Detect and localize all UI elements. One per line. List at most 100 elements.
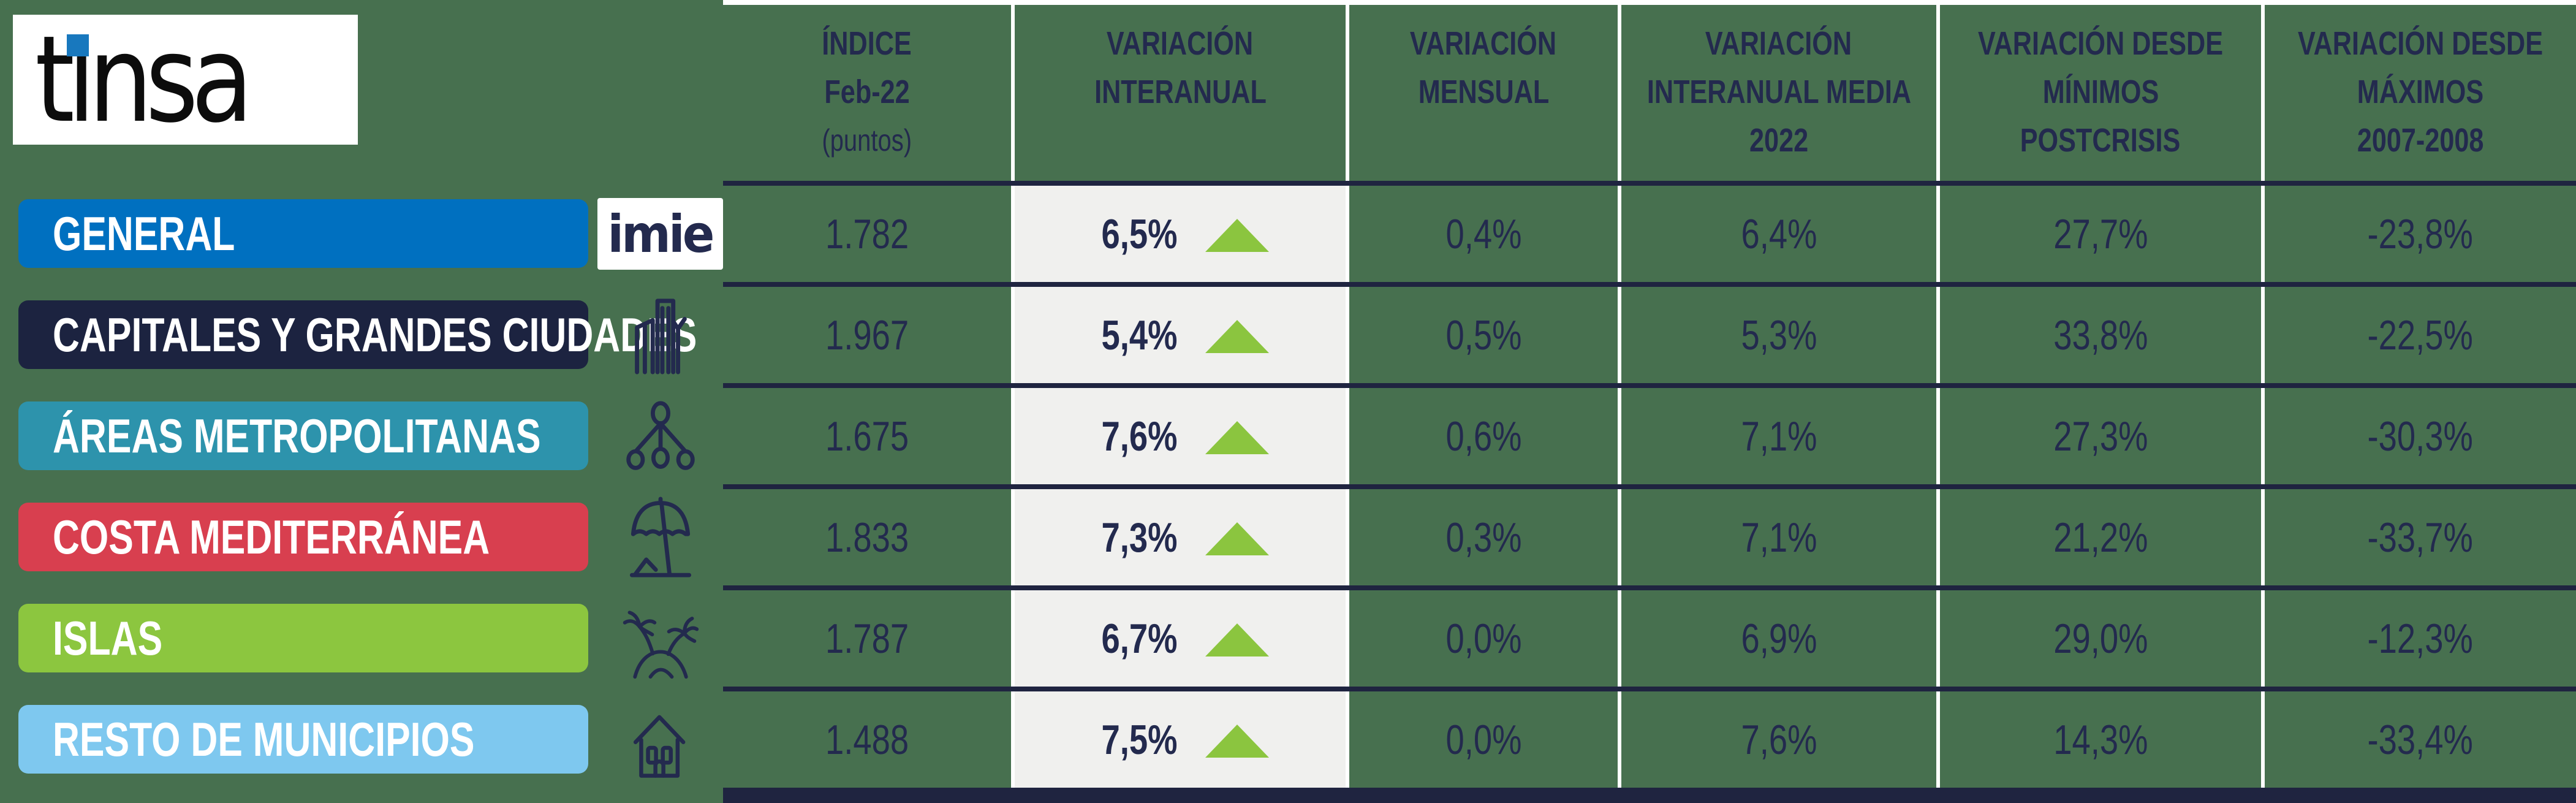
header-line: VARIACIÓN — [1107, 25, 1254, 62]
buildings-icon — [634, 298, 687, 375]
table-top-line — [723, 0, 2576, 5]
row-label-text: ÁREAS METROPOLITANAS — [53, 408, 541, 463]
desde-maximos-value: -22,5% — [2367, 311, 2474, 359]
mensual-value: 0,4% — [1445, 210, 1521, 257]
desde-minimos-value: 27,7% — [2053, 210, 2148, 257]
header-line: Feb-22 — [824, 74, 910, 110]
desde-minimos-value: 27,3% — [2053, 413, 2148, 460]
header-variacion-interanual: VARIACIÓN INTERANUAL — [1015, 5, 1346, 181]
trend-up-icon — [1205, 218, 1269, 252]
interanual-value: 6,5% — [1015, 186, 1346, 282]
header-indice: ÍNDICE Feb-22 (puntos) — [723, 5, 1011, 181]
row-label: RESTO DE MUNICIPIOS — [18, 705, 588, 774]
header-variacion-mensual: VARIACIÓN MENSUAL — [1349, 5, 1618, 181]
mensual-value: 0,6% — [1445, 413, 1521, 460]
header-line: VARIACIÓN — [1705, 25, 1852, 62]
header-variacion-desde-minimos: VARIACIÓN DESDE MÍNIMOS POSTCRISIS — [1940, 5, 2261, 181]
trend-up-icon — [1205, 319, 1269, 353]
desde-maximos-value: -30,3% — [2367, 413, 2474, 460]
indice-value: 1.488 — [825, 716, 909, 763]
table-row-general: GENERAL imie 1.782 6,5% 0,4% 6,4% 27,7% … — [0, 186, 2576, 282]
media-2022-value: 5,3% — [1741, 311, 1817, 359]
header-line: (puntos) — [822, 123, 912, 158]
header-line: VARIACIÓN — [1410, 25, 1557, 62]
header-line: POSTCRISIS — [2020, 122, 2181, 159]
row-label: CAPITALES Y GRANDES CIUDADES — [18, 300, 697, 369]
row-separator — [723, 383, 2576, 388]
media-2022-value: 7,6% — [1741, 716, 1817, 763]
row-label-text: GENERAL — [53, 206, 235, 261]
desde-minimos-value: 14,3% — [2053, 716, 2148, 763]
interanual-value: 6,7% — [1015, 590, 1346, 687]
desde-maximos-value: -33,7% — [2367, 514, 2474, 561]
header-line: MENSUAL — [1418, 74, 1549, 110]
column-separator — [2261, 5, 2265, 788]
indice-value: 1.833 — [825, 514, 909, 561]
table-row-capitales: CAPITALES Y GRANDES CIUDADES 1.967 5,4% … — [0, 287, 2576, 383]
header-underline — [723, 181, 2576, 186]
table-bottom-line — [723, 788, 2576, 803]
network-icon — [626, 400, 695, 470]
media-2022-value: 6,4% — [1741, 210, 1817, 257]
row-icon-zone — [597, 489, 723, 585]
row-label-text: RESTO DE MUNICIPIOS — [53, 712, 475, 766]
row-icon-zone — [597, 691, 723, 788]
column-separator — [1346, 5, 1349, 788]
header-line: VARIACIÓN DESDE — [2297, 25, 2544, 62]
desde-minimos-value: 21,2% — [2053, 514, 2148, 561]
row-label: ISLAS — [18, 604, 588, 672]
interanual-value: 7,5% — [1015, 691, 1346, 788]
row-icon-zone: imie — [597, 186, 723, 282]
trend-up-icon — [1205, 623, 1269, 656]
table-row-costa-mediterranea: COSTA MEDITERRÁNEA 1.833 7,3% 0,3% 7,1% … — [0, 489, 2576, 585]
tinsa-i-dot-icon — [67, 34, 89, 56]
header-line: MÁXIMOS — [2357, 74, 2484, 110]
header-line: VARIACIÓN DESDE — [1977, 25, 2224, 62]
row-label-text: ISLAS — [53, 611, 163, 665]
header-variacion-interanual-media: VARIACIÓN INTERANUAL MEDIA 2022 — [1621, 5, 1936, 181]
desde-maximos-value: -23,8% — [2367, 210, 2474, 257]
mensual-value: 0,5% — [1445, 311, 1521, 359]
row-label-text: CAPITALES Y GRANDES CIUDADES — [53, 307, 697, 362]
table-row-areas-metropolitanas: ÁREAS METROPOLITANAS 1.675 7,6% 0,6% 7,1… — [0, 388, 2576, 484]
column-separator — [1618, 5, 1621, 788]
row-separator — [723, 282, 2576, 287]
media-2022-value: 6,9% — [1741, 615, 1817, 662]
interanual-value: 7,6% — [1015, 388, 1346, 484]
desde-maximos-value: -33,4% — [2367, 716, 2474, 763]
interanual-value: 5,4% — [1015, 287, 1346, 383]
desde-minimos-value: 33,8% — [2053, 311, 2148, 359]
mensual-value: 0,3% — [1445, 514, 1521, 561]
row-separator — [723, 484, 2576, 489]
trend-up-icon — [1205, 522, 1269, 555]
header-line: 2022 — [1749, 122, 1809, 159]
table-row-resto-municipios: RESTO DE MUNICIPIOS 1.488 7,5% 0,0% 7,6%… — [0, 691, 2576, 788]
imie-logo-box: imie — [597, 198, 723, 270]
indice-value: 1.787 — [825, 615, 909, 662]
header-variacion-desde-maximos: VARIACIÓN DESDE MÁXIMOS 2007-2008 — [2265, 5, 2576, 181]
header-line: ÍNDICE — [822, 25, 912, 62]
indice-value: 1.967 — [825, 311, 909, 359]
trend-up-icon — [1205, 724, 1269, 758]
tinsa-logo-box: tınsa — [13, 15, 358, 145]
row-icon-zone — [597, 590, 723, 687]
media-2022-value: 7,1% — [1741, 413, 1817, 460]
header-line: INTERANUAL — [1094, 74, 1267, 110]
palm-island-icon — [623, 610, 699, 679]
mensual-value: 0,0% — [1445, 716, 1521, 763]
row-label: COSTA MEDITERRÁNEA — [18, 503, 588, 571]
interanual-value: 7,3% — [1015, 489, 1346, 585]
header-line: MÍNIMOS — [2042, 74, 2159, 110]
mensual-value: 0,0% — [1445, 615, 1521, 662]
house-icon — [633, 715, 685, 778]
imie-wordmark: imie — [607, 204, 715, 264]
column-separator — [1936, 5, 1940, 788]
indice-value: 1.782 — [825, 210, 909, 257]
row-separator — [723, 687, 2576, 691]
header-line: INTERANUAL MEDIA — [1646, 74, 1911, 110]
table-row-islas: ISLAS 1.787 6,7% 0,0% 6,9% 29,0% -12,3% — [0, 590, 2576, 687]
desde-minimos-value: 29,0% — [2053, 615, 2148, 662]
row-label: ÁREAS METROPOLITANAS — [18, 402, 588, 470]
desde-maximos-value: -12,3% — [2367, 615, 2474, 662]
row-label: GENERAL — [18, 199, 588, 268]
